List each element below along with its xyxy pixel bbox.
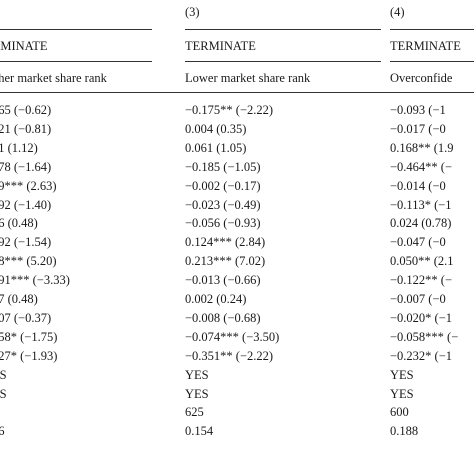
header-rule-group-right bbox=[390, 61, 474, 62]
table-cell: 91 (1.12) bbox=[0, 140, 38, 155]
column-lower-market-share: (3) TERMINATE Lower market share rank −0.17… bbox=[185, 0, 385, 474]
table-cell: ES bbox=[0, 367, 7, 382]
table-cell: −0.113* (−1 bbox=[390, 197, 452, 212]
table-cell: 0.213*** (7.02) bbox=[185, 254, 266, 269]
group-label: gher market share rank bbox=[0, 71, 107, 85]
table-cell: 18*** (5.20) bbox=[0, 254, 57, 269]
table-cell: 0.188 bbox=[390, 424, 419, 439]
table-cell: YES bbox=[390, 367, 414, 382]
table-cell: 091*** (−3.33) bbox=[0, 273, 70, 288]
table-cell: ES bbox=[0, 386, 7, 401]
column-higher-market-share: RMINATE gher market share rank 065 (−0.62)… bbox=[0, 0, 157, 474]
table-cell: −0.013 (−0.66) bbox=[185, 273, 261, 288]
table-cell: −0.464** (− bbox=[390, 159, 453, 174]
group-label: Overconfide bbox=[390, 71, 453, 85]
table-cell: 0.002 (0.24) bbox=[185, 292, 247, 306]
table-cell: −0.023 (−0.49) bbox=[185, 197, 261, 212]
table-cell: 065 (−0.62) bbox=[0, 103, 52, 117]
table-cell: −0.014 (−0 bbox=[390, 178, 446, 193]
table-cell: −0.232* (−1 bbox=[390, 348, 453, 363]
dependent-variable: TERMINATE bbox=[390, 39, 461, 53]
table-cell: 0.061 (1.05) bbox=[185, 140, 247, 155]
table-cell: 058* (−1.75) bbox=[0, 329, 58, 344]
table-cell: 092 (−1.40) bbox=[0, 197, 52, 212]
table-cell: 46 (0.48) bbox=[0, 216, 38, 231]
table-cell: 625 bbox=[185, 405, 204, 420]
table-cell: −0.002 (−0.17) bbox=[185, 178, 261, 193]
header-rule-group-left bbox=[0, 61, 152, 62]
table-cell: 0.168** (1.9 bbox=[390, 140, 454, 155]
table-cell: 07 (0.48) bbox=[0, 292, 38, 306]
table-cell: −0.093 (−1 bbox=[390, 103, 446, 117]
header-rule-bottom bbox=[0, 92, 474, 93]
table-cell: 56 bbox=[0, 424, 5, 439]
table-cell: −0.020* (−1 bbox=[390, 310, 453, 325]
table-cell: YES bbox=[185, 367, 209, 382]
table-cell: −0.017 (−0 bbox=[390, 121, 446, 136]
group-label: Lower market share rank bbox=[185, 71, 311, 85]
dependent-variable: RMINATE bbox=[0, 39, 48, 53]
table-cell: −0.007 (−0 bbox=[390, 292, 446, 306]
table-cell: YES bbox=[390, 386, 414, 401]
table-cell: 0.050** (2.1 bbox=[390, 254, 454, 269]
header-rule-group-mid bbox=[185, 61, 381, 62]
dependent-variable: TERMINATE bbox=[185, 39, 256, 53]
table-cell: 39*** (2.63) bbox=[0, 178, 57, 193]
column-number: (4) bbox=[390, 5, 405, 19]
table-cell: −0.058*** (− bbox=[390, 329, 459, 344]
table-cell: −0.056 (−0.93) bbox=[185, 216, 261, 231]
table-cell: −0.351** (−2.22) bbox=[185, 348, 274, 363]
table-cell: −0.122** (− bbox=[390, 273, 453, 288]
table-cell: YES bbox=[185, 386, 209, 401]
header-rule-top-left bbox=[0, 29, 152, 30]
table-cell: 0.154 bbox=[185, 424, 214, 439]
table-cell: 0.004 (0.35) bbox=[185, 121, 247, 136]
column-overconfident: (4) TERMINATE Overconfide −0.093 (−1 −0.017 … bbox=[390, 0, 474, 474]
table-cell: 378 (−1.64) bbox=[0, 159, 52, 174]
table-cell: 021 (−0.81) bbox=[0, 121, 52, 136]
column-number: (3) bbox=[185, 5, 200, 19]
header-rule-top-mid bbox=[185, 29, 381, 30]
table-cell: 600 bbox=[390, 405, 409, 420]
table-cell: 127* (−1.93) bbox=[0, 348, 58, 363]
table-cell: 0.024 (0.78) bbox=[390, 216, 452, 231]
table-cell: 092 (−1.54) bbox=[0, 235, 52, 250]
table-cell: −0.175** (−2.22) bbox=[185, 103, 274, 117]
table-cell: −0.047 (−0 bbox=[390, 235, 446, 250]
header-rule-top-right bbox=[390, 29, 474, 30]
table-cell: −0.074*** (−3.50) bbox=[185, 329, 280, 344]
table-cell: −0.185 (−1.05) bbox=[185, 159, 261, 174]
table-cell: 007 (−0.37) bbox=[0, 310, 52, 325]
table-cell: −0.008 (−0.68) bbox=[185, 310, 261, 325]
table-cell: 0.124*** (2.84) bbox=[185, 235, 266, 250]
